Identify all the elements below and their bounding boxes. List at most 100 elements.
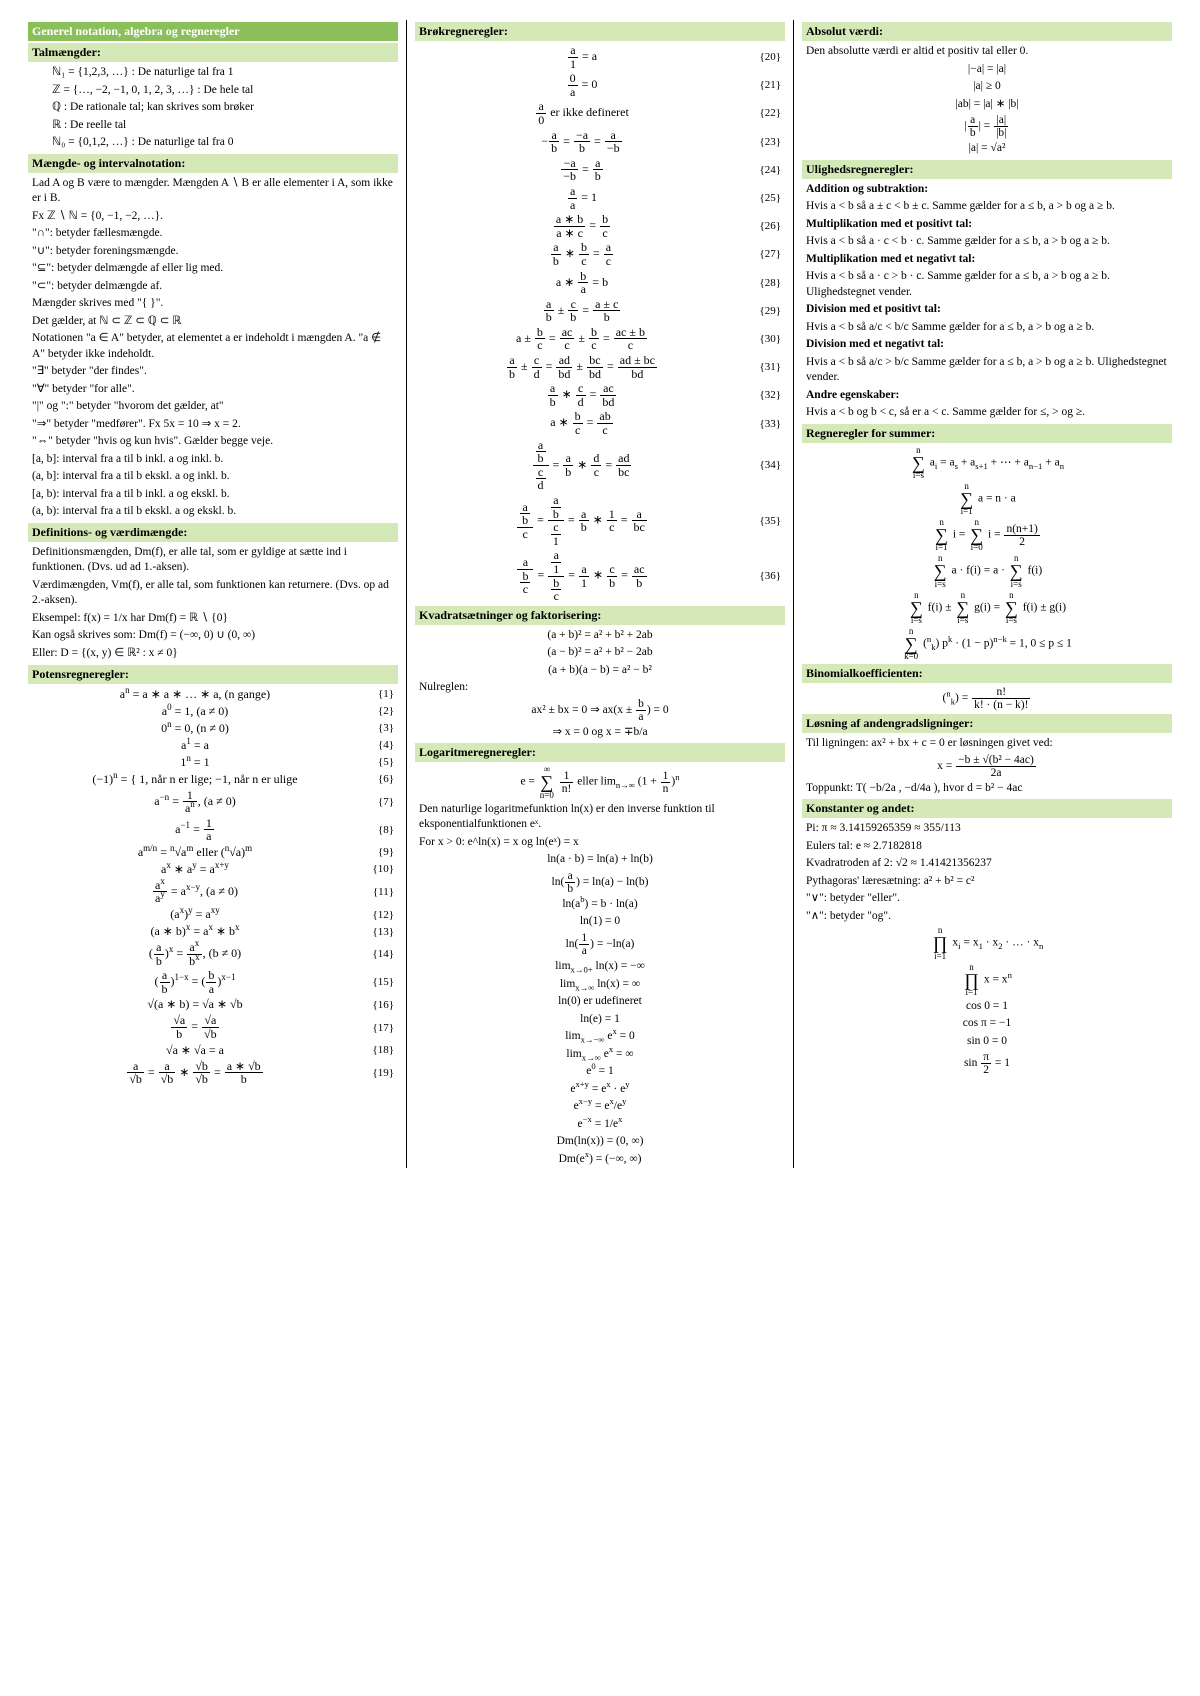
brok-eq: abc = abc1 = ab ∗ 1c = abc{35}: [415, 493, 785, 548]
sum-eq: n∑i=1 i = n∑i=0 i = n(n+1)2: [802, 517, 1172, 553]
brok-eq: ab ± cb = a ± cb{29}: [415, 297, 785, 325]
pot-eq: ax ∗ ay = ax+y{10}: [28, 861, 398, 878]
set-line: [a, b): interval fra a til b inkl. a og …: [28, 486, 398, 504]
pot-eq: an = a ∗ a ∗ … ∗ a, (n gange){1}: [28, 686, 398, 703]
binom-eq: (nk) = n!k! · (n − k)!: [802, 685, 1172, 712]
subheader-summer: Regneregler for summer:: [802, 424, 1172, 443]
brok-eq: abcd = ab ∗ dc = adbc{34}: [415, 438, 785, 493]
trig-eq: cos 0 = 1: [802, 998, 1172, 1016]
log-eq: ln(ab) = b · ln(a): [415, 896, 785, 914]
abs-eq: |a| ≥ 0: [802, 78, 1172, 96]
set-line: Mængder skrives med "{ }".: [28, 295, 398, 313]
tal-line: ℝ : De reelle tal: [28, 117, 398, 135]
brok-eq: a ∗ bc = abc{33}: [415, 409, 785, 437]
log-eq: ln(e) = 1: [415, 1011, 785, 1029]
def-line: Definitionsmængden, Dm(f), er alle tal, …: [28, 544, 398, 577]
log-eq: ex−y = ex/ey: [415, 1098, 785, 1116]
sum-eq: n∑i=s f(i) ± n∑i=s g(i) = n∑i=s f(i) ± g…: [802, 590, 1172, 626]
subheader-binom: Binomialkoefficienten:: [802, 664, 1172, 683]
log-eq: limx→∞ ex = ∞: [415, 1046, 785, 1064]
subheader-potens: Potensregneregler:: [28, 665, 398, 684]
brok-eq: aa = 1{25}: [415, 184, 785, 212]
pot-eq: a√b = a√b ∗ √b√b = a ∗ √bb{19}: [28, 1059, 398, 1087]
set-line: [a, b]: interval fra a til b inkl. a og …: [28, 451, 398, 469]
pot-eq: (−1)n = { 1, når n er lige; −1, når n er…: [28, 771, 398, 788]
subheader-konst: Konstanter og andet:: [802, 799, 1172, 818]
brok-eq: a1 = a{20}: [415, 43, 785, 71]
log-text: Den naturlige logaritmefunktion ln(x) er…: [415, 801, 785, 834]
brok-eq: 0a = 0{21}: [415, 71, 785, 99]
konst-line: "∧": betyder "og".: [802, 908, 1172, 926]
log-eq: ex+y = ex · ey: [415, 1081, 785, 1099]
u-divp-h: Division med et positivt tal:: [806, 303, 941, 315]
pot-eq: (a ∗ b)x = ax ∗ bx{13}: [28, 923, 398, 940]
log-eq: e0 = 1: [415, 1063, 785, 1081]
set-line: "|" og ":" betyder "hvorom det gælder, a…: [28, 398, 398, 416]
trig-eq: sin 0 = 0: [802, 1033, 1172, 1051]
set-line: "∩": betyder fællesmængde.: [28, 225, 398, 243]
subheader-talmaengder: Talmængder:: [28, 43, 398, 62]
abs-eq: |−a| = |a|: [802, 61, 1172, 79]
tal-line: ℤ = {…, −2, −1, 0, 1, 2, 3, …} : De hele…: [28, 82, 398, 100]
brok-eq: a ∗ ba = b{28}: [415, 269, 785, 297]
brok-eq: ab ∗ bc = ac{27}: [415, 240, 785, 268]
log-eq: ln(1a) = −ln(a): [415, 931, 785, 958]
kvad-line: (a + b)(a − b) = a² − b²: [415, 662, 785, 680]
column-2: Brøkregneregler: a1 = a{20} 0a = 0{21} a…: [407, 20, 794, 1168]
quad-eq: x = −b ± √(b² − 4ac)2a: [802, 753, 1172, 780]
pot-eq: (ab)x = axbx, (b ≠ 0){14}: [28, 940, 398, 968]
pot-eq: a−n = 1an, (a ≠ 0){7}: [28, 788, 398, 816]
sum-eq: n∑i=1 a = n · a: [802, 481, 1172, 517]
def-line: Eksempel: f(x) = 1/x har Dm(f) = ℝ ∖ {0}: [28, 610, 398, 628]
kvad-line: (a + b)² = a² + b² + 2ab: [415, 627, 785, 645]
set-line: Lad A og B være to mængder. Mængden A ∖ …: [28, 175, 398, 208]
column-1: Generel notation, algebra og regneregler…: [20, 20, 407, 1168]
sum-eq: n∑i=s ai = as + as+1 + ⋯ + an−1 + an: [802, 445, 1172, 481]
log-e-def: e = ∞∑n=0 1n! eller limn→∞ (1 + 1n)n: [415, 764, 785, 800]
set-line: Fx ℤ ∖ ℕ = {0, −1, −2, …}.: [28, 208, 398, 226]
header-general: Generel notation, algebra og regneregler: [28, 22, 398, 41]
u-add-h: Addition og subtraktion:: [806, 183, 928, 195]
tal-line: ℚ : De rationale tal; kan skrives som br…: [28, 99, 398, 117]
set-line: "∪": betyder foreningsmængde.: [28, 243, 398, 261]
konst-line: Pythagoras' læresætning: a² + b² = c²: [802, 873, 1172, 891]
pot-eq: (ax)y = axy{12}: [28, 906, 398, 923]
quad-text: Til ligningen: ax² + bx + c = 0 er løsni…: [802, 735, 1172, 753]
subheader-brok: Brøkregneregler:: [415, 22, 785, 41]
subheader-abs: Absolut værdi:: [802, 22, 1172, 41]
u-divp: Hvis a < b så a/c < b/c Samme gælder for…: [802, 319, 1172, 337]
pot-eq: a−1 = 1a{8}: [28, 816, 398, 844]
def-line: Kan også skrives som: Dm(f) = (−∞, 0) ∪ …: [28, 627, 398, 645]
set-line: "∃" betyder "der findes".: [28, 363, 398, 381]
set-line: (a, b]: interval fra a til b ekskl. a og…: [28, 468, 398, 486]
log-eq: Dm(ln(x)) = (0, ∞): [415, 1133, 785, 1151]
konst-line: "∨": betyder "eller".: [802, 890, 1172, 908]
pot-eq: 1n = 1{5}: [28, 754, 398, 771]
set-line: "∀" betyder "for alle".: [28, 381, 398, 399]
pot-eq: √ab = √a√b{17}: [28, 1013, 398, 1041]
nul-label: Nulreglen:: [415, 679, 785, 697]
page: Generel notation, algebra og regneregler…: [0, 0, 1200, 1188]
log-eq: limx→−∞ ex = 0: [415, 1028, 785, 1046]
prod-eq: n∏i=1 xi = x1 · x2 · … · xn: [802, 925, 1172, 961]
pot-eq: √(a ∗ b) = √a ∗ √b{16}: [28, 996, 398, 1013]
u-divn: Hvis a < b så a/c > b/c Samme gælder for…: [802, 354, 1172, 387]
u-other-h: Andre egenskaber:: [806, 389, 899, 401]
column-3: Absolut værdi: Den absolutte værdi er al…: [794, 20, 1180, 1168]
subheader-andengrad: Løsning af andengradsligninger:: [802, 714, 1172, 733]
brok-eq: ab ± cd = adbd ± bcbd = ad ± bcbd{31}: [415, 353, 785, 381]
u-mulp-h: Multiplikation med et positivt tal:: [806, 218, 972, 230]
set-line: Notationen "a ∈ A" betyder, at elementet…: [28, 330, 398, 363]
log-eq: e−x = 1/ex: [415, 1116, 785, 1134]
brok-eq: a ∗ ba ∗ c = bc{26}: [415, 212, 785, 240]
u-add: Hvis a < b så a ± c < b ± c. Samme gælde…: [802, 198, 1172, 216]
prod-eq: n∏i=1 x = xn: [802, 962, 1172, 998]
log-eq: limx→0+ ln(x) = −∞: [415, 958, 785, 976]
brok-eq: ab ∗ cd = acbd{32}: [415, 381, 785, 409]
kvad-line: (a − b)² = a² + b² − 2ab: [415, 644, 785, 662]
pot-eq: (ab)1−x = (ba)x−1{15}: [28, 968, 398, 996]
brok-eq: a ± bc = acc ± bc = ac ± bc{30}: [415, 325, 785, 353]
set-line: "⇔" betyder "hvis og kun hvis". Gælder b…: [28, 433, 398, 451]
pot-eq: axay = ax−y, (a ≠ 0){11}: [28, 878, 398, 906]
log-eq: ln(1) = 0: [415, 913, 785, 931]
